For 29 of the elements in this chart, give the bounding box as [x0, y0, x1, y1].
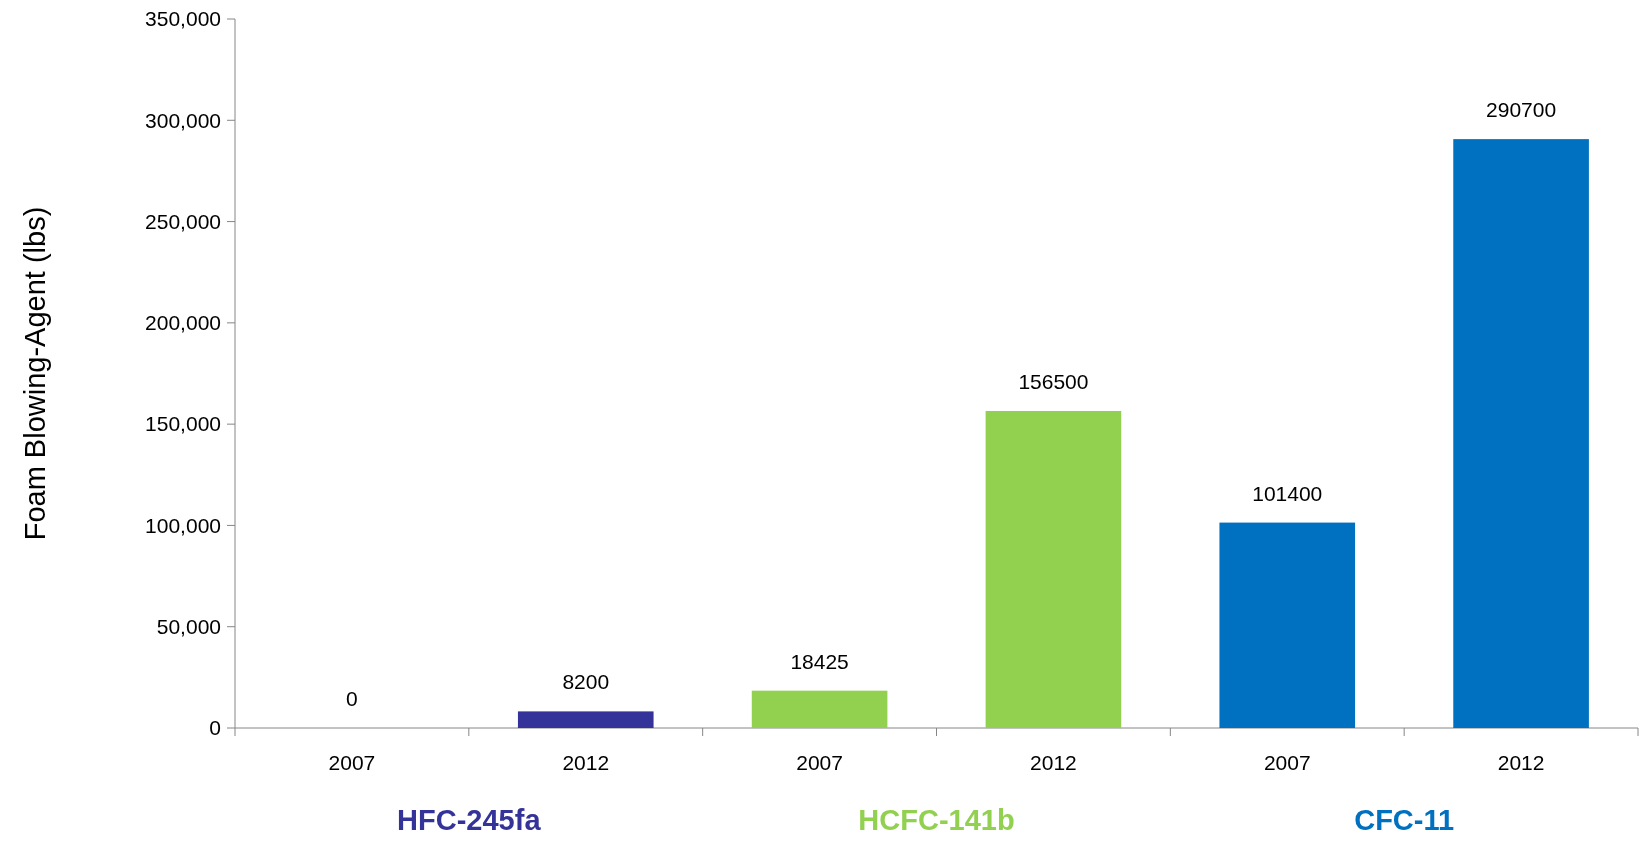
x-tick-label: 2007	[328, 751, 376, 774]
x-tick-label: 2007	[796, 751, 843, 774]
y-tick-label: 350,000	[145, 7, 221, 31]
y-tick-label: 300,000	[145, 108, 221, 132]
bar	[751, 690, 888, 728]
data-label: 101400	[1252, 481, 1323, 505]
x-tick-label: 2007	[1263, 751, 1311, 774]
x-tick-label: 2012	[1497, 751, 1545, 774]
x-tick-label: 2012	[1030, 751, 1077, 774]
y-tick-label: 0	[209, 716, 221, 740]
text: HFC-245fa	[397, 804, 542, 836]
x-tick-label: 2012	[562, 751, 610, 774]
data-label: 18425	[790, 649, 849, 673]
y-tick-label: 250,000	[145, 209, 221, 233]
y-tick-label: 100,000	[145, 513, 221, 537]
y-tick-label: 50,000	[156, 615, 221, 639]
y-axis-title: Foam Blowing-Agent (lbs)	[19, 206, 51, 541]
data-label: 156500	[1018, 369, 1089, 393]
bar	[985, 410, 1122, 728]
data-label: 0	[346, 687, 358, 710]
y-tick-label: 200,000	[145, 311, 221, 335]
data-label: 8200	[562, 670, 610, 694]
y-tick-label: 150,000	[145, 412, 221, 436]
bar	[517, 711, 654, 728]
text: CFC-11	[1354, 804, 1455, 836]
data-label: 290700	[1486, 98, 1557, 122]
bar	[1453, 139, 1589, 728]
bar	[1219, 522, 1356, 728]
text: HCFC-141b	[858, 804, 1015, 836]
